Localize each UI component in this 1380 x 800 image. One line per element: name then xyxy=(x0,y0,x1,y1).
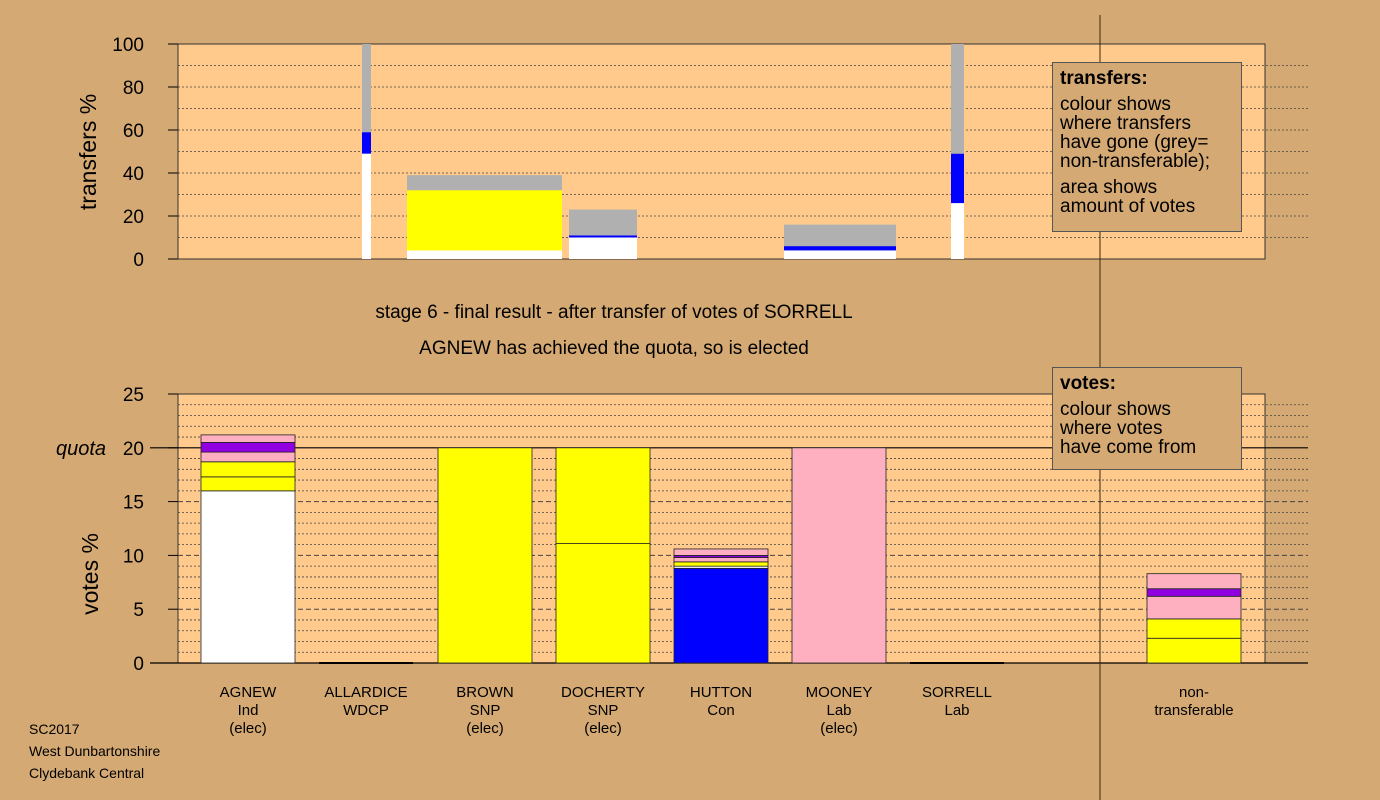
vote-segment-blue xyxy=(673,567,769,664)
vote-segment-yellow xyxy=(200,476,296,492)
vote-segment-pink xyxy=(791,447,887,664)
candidate-name: DOCHERTY xyxy=(561,684,645,701)
transfer-bar xyxy=(407,175,562,259)
candidate-bar xyxy=(673,548,769,664)
candidate-status: (elec) xyxy=(229,720,267,737)
nontransferable-label-2: transferable xyxy=(1154,702,1233,719)
vote-segment-white xyxy=(200,490,296,664)
candidate-name: AGNEW xyxy=(220,684,278,701)
transfer-bar xyxy=(951,44,964,259)
transfer-segment-blue xyxy=(569,235,637,238)
transfer-bar xyxy=(569,209,637,259)
votes-legend-text: colour shows where votes have come from xyxy=(1060,399,1197,458)
candidate-bar xyxy=(200,434,296,664)
stage-title: stage 6 - final result - after transfer … xyxy=(375,302,852,323)
transfer-segment-white xyxy=(407,250,562,259)
candidate-name: ALLARDICE xyxy=(324,684,407,701)
votes-tick-label: 0 xyxy=(133,654,144,675)
vote-segment-yellow xyxy=(437,447,533,664)
votes-tick-label: 20 xyxy=(123,439,144,460)
vote-segment-yellow xyxy=(555,543,651,664)
vote-segment-yellow xyxy=(555,447,651,544)
candidate-name: BROWN xyxy=(456,684,514,701)
candidate-name: HUTTON xyxy=(690,684,752,701)
votes-tick-label: 25 xyxy=(123,385,144,406)
transfer-segment-grey xyxy=(784,224,896,247)
transfer-segment-yellow xyxy=(407,190,562,251)
candidate-status: (elec) xyxy=(820,720,858,737)
transfers-tick-label: 0 xyxy=(133,250,144,271)
stage-subtitle: AGNEW has achieved the quota, so is elec… xyxy=(419,338,809,359)
transfer-segment-white xyxy=(569,237,637,259)
candidate-party: SNP xyxy=(588,702,619,719)
transfer-segment-grey xyxy=(951,44,964,154)
transfers-legend: transfers: colour shows where transfers … xyxy=(1052,62,1242,232)
vote-segment-yellow xyxy=(200,461,296,478)
transfer-segment-grey xyxy=(569,209,637,236)
candidate-party: Con xyxy=(707,702,735,719)
candidate-bar xyxy=(791,447,887,664)
footer-line-3: Clydebank Central xyxy=(29,765,145,781)
candidate-bar xyxy=(555,447,651,664)
transfers-tick-label: 60 xyxy=(123,121,144,142)
candidate-bar xyxy=(437,447,533,664)
transfer-segment-blue xyxy=(951,153,964,204)
vote-segment-pink xyxy=(200,434,296,443)
candidate-name: SORRELL xyxy=(922,684,992,701)
quota-label: quota xyxy=(56,438,106,460)
votes-legend-title: votes: xyxy=(1060,373,1116,394)
transfers-axis-title: transfers % xyxy=(75,94,101,210)
votes-axis-title: votes % xyxy=(77,533,103,615)
votes-tick-label: 5 xyxy=(133,600,144,621)
transfers-legend-text-2: area shows amount of votes xyxy=(1060,177,1196,217)
transfers-legend-title: transfers: xyxy=(1060,68,1148,89)
transfers-tick-label: 100 xyxy=(112,35,144,56)
vote-segment-purple xyxy=(1146,588,1242,597)
candidate-status: (elec) xyxy=(584,720,622,737)
candidate-party: SNP xyxy=(470,702,501,719)
vote-segment-pink xyxy=(673,548,769,556)
footer-line-1: SC2017 xyxy=(29,721,80,737)
transfers-tick-label: 40 xyxy=(123,164,144,185)
transfer-segment-grey xyxy=(407,175,562,191)
transfer-bar xyxy=(784,224,896,259)
candidate-party: Lab xyxy=(826,702,851,719)
transfers-tick-label: 20 xyxy=(123,207,144,228)
transfer-segment-white xyxy=(362,153,371,259)
transfer-segment-grey xyxy=(362,44,371,133)
transfers-tick-label: 80 xyxy=(123,78,144,99)
transfer-segment-white xyxy=(784,250,896,259)
vote-segment-yellow xyxy=(1146,618,1242,639)
nontransferable-label-1: non- xyxy=(1179,684,1209,701)
nontransferable-bar xyxy=(1146,573,1242,664)
transfer-segment-blue xyxy=(784,246,896,251)
vote-segment-yellow xyxy=(673,561,769,567)
footer-line-2: West Dunbartonshire xyxy=(29,743,161,759)
votes-tick-label: 15 xyxy=(123,493,144,514)
vote-segment-pink xyxy=(673,557,769,563)
vote-segment-pink xyxy=(1146,573,1242,590)
vote-segment-yellow xyxy=(1146,637,1242,664)
footer: SC2017 West Dunbartonshire Clydebank Cen… xyxy=(29,718,160,784)
transfer-segment-white xyxy=(951,203,964,259)
votes-tick-label: 10 xyxy=(123,546,144,567)
votes-legend: votes: colour shows where votes have com… xyxy=(1052,367,1242,470)
transfers-legend-text-1: colour shows where transfers have gone (… xyxy=(1060,94,1210,172)
candidate-status: (elec) xyxy=(466,720,504,737)
vote-segment-pink xyxy=(1146,595,1242,620)
vote-segment-purple xyxy=(200,442,296,453)
candidate-party: Ind xyxy=(238,702,259,719)
candidate-party: WDCP xyxy=(343,702,389,719)
vote-segment-pink xyxy=(200,451,296,463)
candidate-party: Lab xyxy=(944,702,969,719)
transfer-segment-blue xyxy=(362,132,371,154)
candidate-name: MOONEY xyxy=(806,684,873,701)
transfer-bar xyxy=(362,44,371,259)
